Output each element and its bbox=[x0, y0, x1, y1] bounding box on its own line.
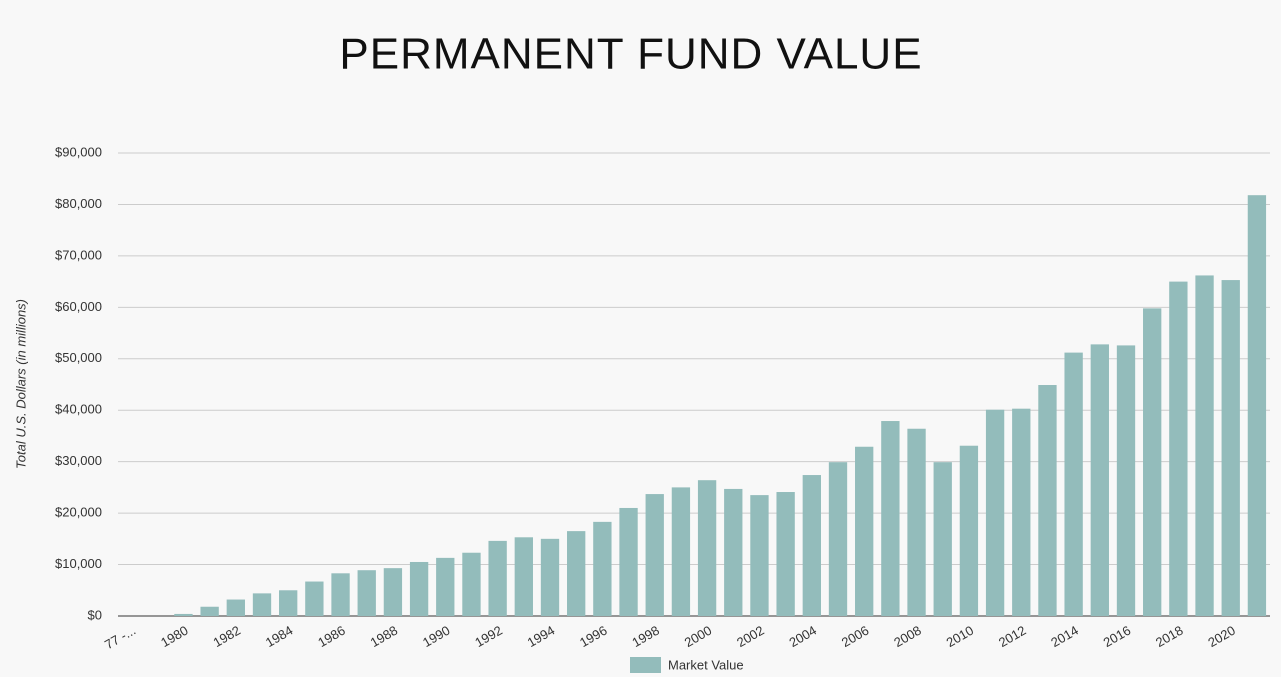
legend-swatch bbox=[630, 657, 661, 673]
x-tick-label: 2010 bbox=[944, 623, 977, 650]
bar bbox=[697, 480, 717, 616]
y-tick-label: $50,000 bbox=[55, 350, 102, 365]
x-tick-label: 1986 bbox=[315, 623, 348, 650]
bar bbox=[331, 573, 350, 616]
bar bbox=[305, 581, 324, 616]
x-tick-label: 1984 bbox=[263, 623, 296, 650]
legend-label: Market Value bbox=[668, 657, 744, 672]
bar bbox=[1038, 385, 1057, 616]
x-tick-label: 1982 bbox=[210, 623, 243, 650]
bar bbox=[593, 521, 612, 616]
y-tick-label: $10,000 bbox=[55, 556, 102, 571]
x-tick-label: 2006 bbox=[839, 623, 872, 650]
x-tick-label: 2016 bbox=[1101, 623, 1134, 650]
x-tick-label: 2020 bbox=[1205, 623, 1238, 650]
x-tick-label: 1980 bbox=[158, 623, 191, 650]
bar bbox=[567, 531, 586, 616]
bar bbox=[1012, 408, 1031, 616]
x-tick-label: 2008 bbox=[891, 623, 924, 650]
x-tick-label: 2018 bbox=[1153, 623, 1186, 650]
bar bbox=[357, 570, 376, 616]
bar bbox=[933, 462, 952, 616]
bar bbox=[724, 488, 743, 616]
x-tick-label: 1996 bbox=[577, 623, 610, 650]
bar bbox=[226, 599, 245, 616]
bar bbox=[383, 568, 403, 616]
bar bbox=[1195, 275, 1214, 616]
bar bbox=[436, 557, 455, 616]
x-tick-label: 1988 bbox=[368, 623, 401, 650]
bar bbox=[1064, 352, 1083, 616]
bar bbox=[985, 409, 1005, 616]
bar bbox=[1143, 308, 1162, 616]
bar bbox=[959, 445, 979, 616]
bar bbox=[279, 590, 298, 616]
x-tick-label: 2004 bbox=[786, 623, 819, 650]
y-axis-label: Total U.S. Dollars (in millions) bbox=[13, 299, 28, 469]
bar bbox=[881, 421, 900, 616]
bar bbox=[514, 537, 533, 616]
bar bbox=[174, 613, 193, 616]
bar bbox=[802, 475, 821, 616]
bar bbox=[252, 593, 272, 616]
bar bbox=[619, 507, 638, 616]
y-tick-label: $30,000 bbox=[55, 453, 102, 468]
x-tick-label: 1994 bbox=[525, 623, 558, 650]
bar bbox=[462, 552, 481, 616]
bar bbox=[776, 492, 795, 616]
x-tick-label: 2002 bbox=[734, 623, 767, 650]
bar bbox=[855, 446, 874, 616]
bar bbox=[540, 538, 560, 616]
bar bbox=[1090, 344, 1109, 616]
y-tick-label: $70,000 bbox=[55, 247, 102, 262]
bar bbox=[645, 494, 664, 616]
bar bbox=[200, 606, 219, 616]
x-tick-label: 77 -... bbox=[102, 623, 138, 653]
chart-title: PERMANENT FUND VALUE bbox=[339, 30, 922, 79]
x-tick-label: 1990 bbox=[420, 623, 453, 650]
y-tick-label: $40,000 bbox=[55, 402, 102, 417]
y-tick-label: $20,000 bbox=[55, 505, 102, 520]
y-tick-label: $90,000 bbox=[55, 144, 102, 159]
x-tick-label: 2012 bbox=[996, 623, 1029, 650]
bar bbox=[671, 487, 691, 616]
bar bbox=[750, 495, 769, 616]
y-tick-label: $60,000 bbox=[55, 299, 102, 314]
bar bbox=[1116, 345, 1136, 616]
y-tick-label: $0 bbox=[88, 607, 102, 622]
bar bbox=[907, 428, 926, 616]
bar bbox=[828, 462, 848, 616]
x-tick-label: 2014 bbox=[1048, 623, 1081, 650]
bar bbox=[1169, 281, 1188, 616]
bar bbox=[1221, 280, 1240, 616]
bar bbox=[488, 540, 507, 616]
y-tick-label: $80,000 bbox=[55, 196, 102, 211]
x-tick-label: 1998 bbox=[629, 623, 662, 650]
x-tick-label: 2000 bbox=[682, 623, 715, 650]
bar bbox=[409, 561, 429, 616]
x-tick-label: 1992 bbox=[472, 623, 505, 650]
bar bbox=[1247, 195, 1267, 616]
